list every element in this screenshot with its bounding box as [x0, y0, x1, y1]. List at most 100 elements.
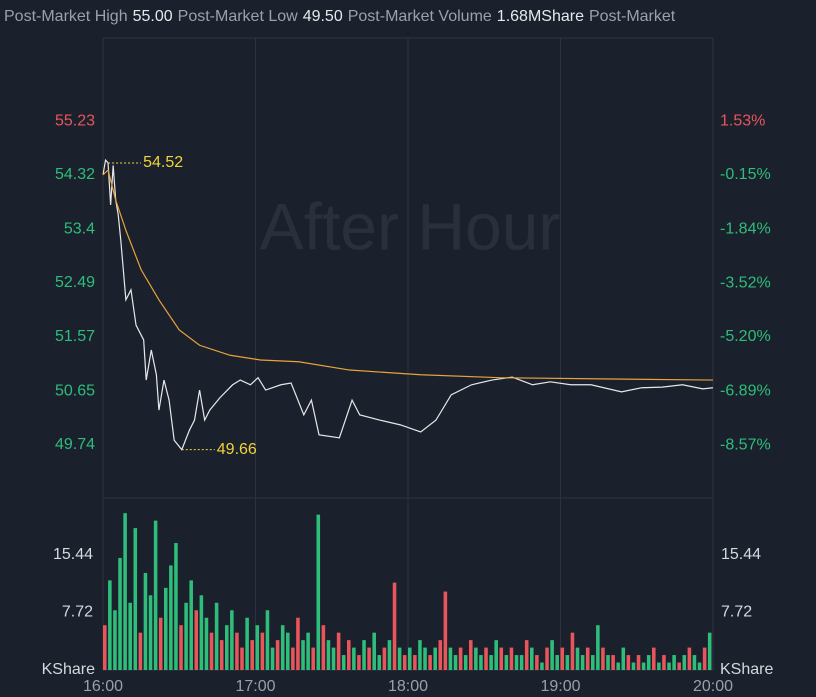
y2-tick-label: 1.53% [720, 112, 765, 129]
volume-bar [408, 647, 412, 670]
volume-bar [433, 647, 437, 670]
volume-bar [138, 632, 143, 670]
x-tick-label: 17:00 [235, 678, 275, 695]
y-tick-label: 53.4 [64, 220, 95, 237]
y-tick-label: 52.49 [55, 274, 95, 291]
volume-bar [611, 655, 615, 670]
volume-bar [591, 655, 595, 670]
volume-bar [570, 632, 575, 670]
volume-bar [560, 647, 565, 670]
volume-bar [194, 610, 199, 670]
volume-bar [265, 610, 270, 670]
volume-bar [631, 662, 636, 670]
y2-tick-label: -8.57% [720, 436, 771, 453]
volume-bar [336, 632, 341, 670]
volume-bar [448, 647, 453, 670]
header-label: Post-Market Volume [348, 8, 492, 25]
volume-bar [153, 520, 158, 670]
volume-bar [250, 640, 254, 670]
volume-bar [657, 662, 661, 670]
header-value: 1.68MShare [497, 8, 584, 25]
header-bar: Post-Market High 55.00 Post-Market Low 49.5… [4, 8, 676, 25]
volume-bar [606, 655, 610, 670]
volume-bar [280, 625, 285, 670]
y2-tick-label: -5.20% [720, 328, 771, 345]
volume-bar [636, 655, 641, 670]
volume-bar [321, 625, 326, 670]
volume-bar [667, 662, 671, 670]
volume-bar [275, 640, 280, 670]
volume-unit: KShare [720, 661, 773, 678]
volume-bar [672, 655, 676, 670]
volume-bar [301, 640, 305, 670]
volume-bar [438, 640, 443, 670]
volume-bar [565, 655, 570, 670]
volume-bar [362, 640, 366, 670]
y2-tick-label: -0.15% [720, 166, 771, 183]
volume-bar [123, 513, 127, 670]
volume-bar [174, 543, 178, 670]
volume-bar [662, 655, 666, 670]
volume-tick-label: 7.72 [62, 604, 93, 621]
volume-bar [418, 640, 422, 670]
volume-bar [367, 647, 371, 670]
volume-bar [652, 647, 656, 670]
volume-bar [707, 632, 712, 670]
volume-bar [402, 655, 407, 670]
volume-bar [341, 655, 346, 670]
volume-tick-label: 15.44 [721, 546, 761, 563]
volume-bar [626, 655, 631, 670]
volume-bar [458, 647, 463, 670]
volume-bar [397, 647, 402, 670]
volume-bar [524, 640, 529, 670]
volume-bar [128, 602, 132, 670]
volume-bar [550, 640, 554, 670]
volume-bar [382, 647, 387, 670]
y-tick-label: 51.57 [55, 328, 95, 345]
volume-bar [453, 655, 458, 670]
volume-bar [189, 580, 193, 670]
volume-bar [494, 640, 498, 670]
volume-bar [555, 655, 559, 670]
volume-tick-label: 15.44 [53, 546, 93, 563]
volume-bar [219, 640, 224, 670]
header-label: Post-Market Low [178, 8, 298, 25]
volume-bar [148, 595, 153, 670]
volume-bar [387, 640, 392, 670]
volume-bar [108, 580, 112, 670]
price-line [102, 158, 714, 451]
volume-bar [225, 625, 229, 670]
volume-bar [504, 655, 509, 670]
volume-bar [316, 514, 321, 670]
volume-bar [514, 655, 519, 670]
volume-bar [428, 655, 432, 670]
volume-bar [697, 662, 702, 670]
volume-bar [235, 632, 239, 670]
x-tick-label: 18:00 [388, 678, 428, 695]
volume-bar [255, 625, 260, 670]
volume-bar [113, 610, 117, 670]
volume-bar [585, 647, 590, 670]
volume-unit: KShare [42, 661, 95, 678]
volume-bar [270, 647, 275, 670]
volume-bar [372, 632, 376, 670]
volume-bar [204, 617, 209, 670]
y-tick-label: 49.74 [55, 436, 95, 453]
volume-bar [692, 655, 697, 670]
volume-bar [499, 647, 504, 670]
volume-bar [702, 647, 707, 670]
volume-bar [296, 617, 300, 670]
volume-bar [230, 610, 234, 670]
volume-bar [286, 632, 290, 670]
volume-bar [545, 647, 549, 670]
volume-bar [443, 591, 448, 670]
volume-bar [158, 617, 163, 670]
x-tick-label: 20:00 [693, 678, 733, 695]
volume-bar [291, 647, 295, 670]
volume-bar [519, 655, 524, 670]
volume-bar [377, 655, 382, 670]
volume-bar [118, 557, 122, 670]
volume-bar [199, 595, 204, 670]
volume-bar [489, 655, 493, 670]
